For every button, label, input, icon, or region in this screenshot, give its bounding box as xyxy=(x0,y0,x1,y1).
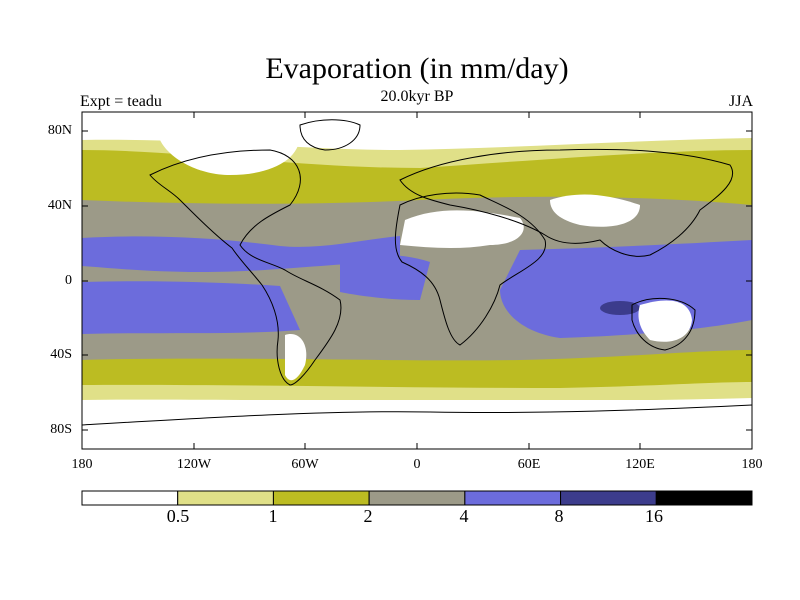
field-antarctic xyxy=(82,398,752,449)
colorbar xyxy=(81,490,753,506)
field-npacific-blue xyxy=(82,236,400,272)
field-sahara-dry xyxy=(400,210,524,249)
colorbar-swatch xyxy=(81,490,179,506)
field-north-america-ice xyxy=(160,123,300,175)
lon-tick-label: 60E xyxy=(517,457,541,472)
coast-americas xyxy=(149,149,342,386)
lon-tick-label: 60W xyxy=(291,457,319,472)
lon-tick-marks xyxy=(81,112,753,449)
field-australia-dry xyxy=(638,300,692,342)
map-field xyxy=(82,112,752,449)
coast-greenland xyxy=(299,119,361,151)
colorbar-label: 2 xyxy=(363,506,373,526)
colorbar-label: 4 xyxy=(459,506,469,526)
field-south-light xyxy=(82,382,752,400)
field-asia-dry xyxy=(550,194,640,227)
map-subtitle: 20.0kyr BP xyxy=(380,88,454,105)
colorbar-swatch xyxy=(560,490,657,506)
lat-tick-marks xyxy=(82,130,752,431)
season-label: JJA xyxy=(728,93,753,110)
colorbar-swatch xyxy=(272,490,370,506)
lon-tick-label: 120E xyxy=(625,457,655,472)
colorbar-label: 1 xyxy=(268,506,278,526)
colorbar-swatch xyxy=(655,490,753,506)
lon-tick-label: 120W xyxy=(176,457,212,472)
field-patagonia-dry xyxy=(285,334,307,381)
colorbar-label: 8 xyxy=(554,506,564,526)
colorbar-swatch xyxy=(464,490,562,506)
field-atlantic-blue xyxy=(340,254,430,300)
lat-tick-label: 40S xyxy=(50,347,72,362)
coast-eurasia xyxy=(399,148,734,257)
map-title: Evaporation (in mm/day) xyxy=(265,52,569,85)
lat-tick-label: 80N xyxy=(47,123,72,138)
experiment-label: Expt = teadu xyxy=(80,93,162,110)
field-max-evap xyxy=(600,301,640,315)
coast-antarctica xyxy=(82,404,752,426)
colorbar-swatch xyxy=(368,490,466,506)
lat-tick-label: 0 xyxy=(65,273,72,288)
coastlines xyxy=(82,119,752,426)
lon-tick-label: 180 xyxy=(71,457,93,472)
lat-tick-label: 40N xyxy=(47,198,72,213)
field-south-olive xyxy=(82,350,752,395)
field-spacific-blue xyxy=(82,281,300,334)
lon-tick-label: 180 xyxy=(741,457,763,472)
lat-tick-label: 80S xyxy=(50,422,72,437)
colorbar-swatch xyxy=(177,490,274,506)
coast-australia xyxy=(631,297,696,351)
coast-africa xyxy=(394,192,546,346)
lon-tick-label: 0 xyxy=(413,457,421,472)
colorbar-label: 16 xyxy=(645,506,663,526)
colorbar-label: 0.5 xyxy=(166,506,190,526)
